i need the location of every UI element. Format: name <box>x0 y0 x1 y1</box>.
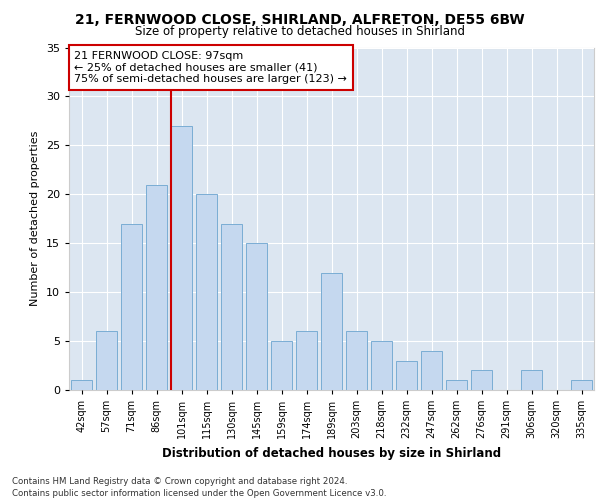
X-axis label: Distribution of detached houses by size in Shirland: Distribution of detached houses by size … <box>162 446 501 460</box>
Bar <box>296 332 317 390</box>
Bar <box>471 370 492 390</box>
Bar <box>246 243 267 390</box>
Text: 21 FERNWOOD CLOSE: 97sqm
← 25% of detached houses are smaller (41)
75% of semi-d: 21 FERNWOOD CLOSE: 97sqm ← 25% of detach… <box>74 51 347 84</box>
Bar <box>171 126 192 390</box>
Text: Contains public sector information licensed under the Open Government Licence v3: Contains public sector information licen… <box>12 489 386 498</box>
Bar <box>521 370 542 390</box>
Bar <box>446 380 467 390</box>
Bar <box>371 341 392 390</box>
Text: Contains HM Land Registry data © Crown copyright and database right 2024.: Contains HM Land Registry data © Crown c… <box>12 478 347 486</box>
Bar <box>221 224 242 390</box>
Text: Size of property relative to detached houses in Shirland: Size of property relative to detached ho… <box>135 25 465 38</box>
Bar <box>146 184 167 390</box>
Bar <box>396 360 417 390</box>
Bar <box>321 272 342 390</box>
Bar <box>71 380 92 390</box>
Bar <box>121 224 142 390</box>
Bar <box>96 332 117 390</box>
Text: 21, FERNWOOD CLOSE, SHIRLAND, ALFRETON, DE55 6BW: 21, FERNWOOD CLOSE, SHIRLAND, ALFRETON, … <box>75 12 525 26</box>
Bar <box>571 380 592 390</box>
Y-axis label: Number of detached properties: Number of detached properties <box>30 131 40 306</box>
Bar <box>196 194 217 390</box>
Bar <box>346 332 367 390</box>
Bar <box>271 341 292 390</box>
Bar <box>421 351 442 390</box>
